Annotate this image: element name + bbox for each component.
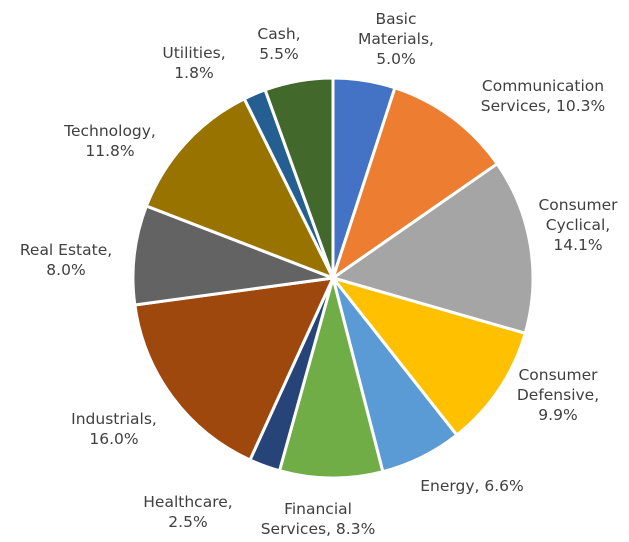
pie-slice-real-estate (131, 204, 334, 307)
data-label-healthcare: Healthcare, 2.5% (143, 493, 232, 531)
data-label-line: Services, 10.3% (481, 97, 605, 115)
data-label-line: 14.1% (553, 236, 602, 254)
data-label-communication-services: Communication Services, 10.3% (481, 77, 605, 115)
data-label-line: Materials, (358, 30, 434, 48)
data-label-line: Services, 8.3% (261, 520, 376, 538)
data-label-line: Utilities, (162, 44, 225, 62)
data-label-line: 1.8% (174, 64, 213, 82)
pie-labels: Basic Materials, 5.0% Communication Services… (20, 10, 618, 538)
data-label-line: Cyclical, (546, 216, 610, 234)
data-label-line: Energy, 6.6% (420, 477, 524, 495)
data-label-line: Healthcare, (143, 493, 232, 511)
pie-slices (131, 76, 535, 480)
data-label-line: Real Estate, (20, 241, 112, 259)
data-label-line: 11.8% (85, 142, 134, 160)
data-label-line: 5.5% (259, 45, 298, 63)
data-label-line: 5.0% (376, 50, 415, 68)
pie-slice-consumer-defensive (328, 275, 528, 438)
data-label-line: Communication (482, 77, 604, 95)
data-label-line: Cash, (257, 25, 300, 43)
pie-slice-industrials (133, 276, 336, 462)
data-label-basic-materials: Basic Materials, 5.0% (358, 10, 434, 68)
data-label-technology: Technology, 11.8% (63, 122, 156, 160)
data-label-line: 2.5% (168, 513, 207, 531)
data-label-line: Industrials, (71, 410, 157, 428)
data-label-line: Consumer (518, 366, 598, 384)
pie-slice-cash (263, 76, 335, 279)
data-label-industrials: Industrials, 16.0% (71, 410, 157, 448)
pie-slice-communication-services (330, 85, 500, 282)
data-label-line: Consumer (538, 196, 618, 214)
pie-slice-financial-services (277, 272, 385, 480)
pie-slice-technology (144, 96, 337, 281)
data-label-line: 8.0% (46, 261, 85, 279)
data-label-line: Technology, (63, 122, 156, 140)
data-label-utilities: Utilities, 1.8% (162, 44, 225, 82)
data-label-line: 9.9% (538, 406, 577, 424)
data-label-consumer-defensive: Consumer Defensive, 9.9% (517, 366, 599, 424)
data-label-financial-services: Financial Services, 8.3% (261, 500, 376, 538)
data-label-line: Basic (375, 10, 416, 28)
data-label-real-estate: Real Estate, 8.0% (20, 241, 112, 279)
data-label-consumer-cyclical: Consumer Cyclical, 14.1% (538, 196, 618, 254)
data-label-energy: Energy, 6.6% (420, 477, 524, 495)
data-label-cash: Cash, 5.5% (257, 25, 300, 63)
data-label-line: Defensive, (517, 386, 599, 404)
data-label-line: Financial (284, 500, 352, 518)
data-label-line: 16.0% (89, 430, 138, 448)
